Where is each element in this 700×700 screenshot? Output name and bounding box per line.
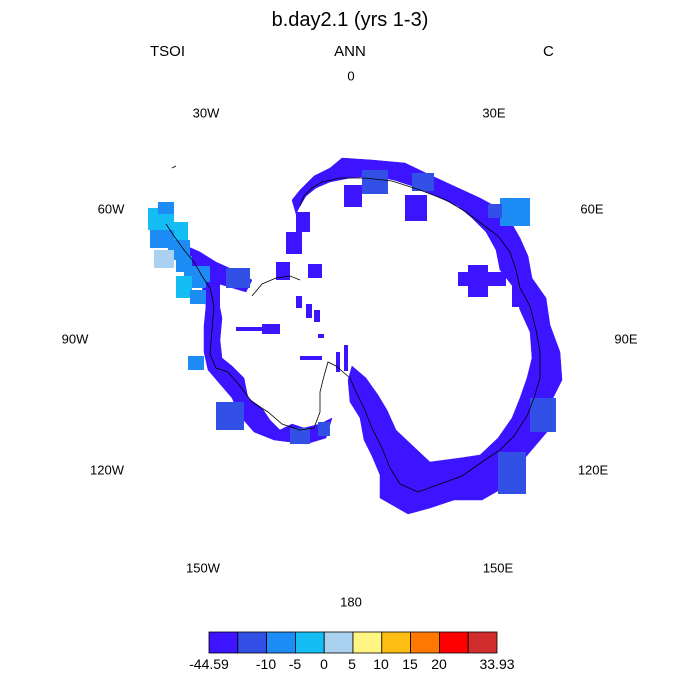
colorbar-label: 0 (320, 656, 328, 672)
longitude-label: 120W (90, 462, 124, 478)
colorbar-label: -10 (255, 656, 277, 672)
field-cell (530, 398, 556, 432)
colorbar-box (237, 631, 268, 654)
longitude-label: 60W (97, 201, 125, 217)
colorbar-box (352, 631, 383, 654)
field-cell (412, 173, 434, 191)
season-label: ANN (334, 43, 366, 60)
colorbar-label: -44.59 (189, 656, 229, 672)
longitude-label: 90W (61, 331, 89, 347)
colorbar-label: 20 (431, 656, 447, 672)
field-cell (488, 204, 502, 218)
plot-title: b.day2.1 (yrs 1-3) (271, 9, 429, 31)
field-cell (216, 402, 244, 430)
field-cell (405, 195, 427, 221)
colorbar-box (381, 631, 411, 654)
field-cell (206, 282, 220, 306)
colorbar-box (266, 631, 296, 654)
longitude-label: 60E (580, 201, 604, 217)
colorbar-box (208, 631, 239, 654)
field-cell (296, 212, 310, 232)
colorbar-boxes (208, 631, 498, 654)
field-cell (314, 310, 320, 322)
colorbar-label: 10 (373, 656, 389, 672)
longitude-label: 120E (577, 462, 609, 478)
longitude-label: 30W (192, 105, 220, 121)
colorbar-label: 5 (348, 656, 356, 672)
colorbar-box (410, 631, 440, 654)
field-cell (344, 185, 362, 207)
field-cell (308, 264, 322, 278)
field-cell (336, 352, 340, 372)
field-cell (318, 422, 330, 436)
longitude-label: 150E (482, 560, 514, 576)
field-cell (262, 324, 280, 334)
units-label: C (543, 43, 554, 60)
colorbar-box (438, 631, 469, 654)
field-cell (498, 452, 526, 494)
field-cell (190, 290, 208, 304)
field-cell (458, 272, 506, 286)
longitude-label: 90E (614, 331, 638, 347)
colorbar-label: 33.93 (479, 656, 515, 672)
field-cell (500, 198, 530, 226)
field-cell (296, 296, 302, 308)
colorbar-box (294, 631, 325, 654)
field-cell (158, 202, 174, 214)
field-cell (154, 250, 174, 268)
colorbar-box (323, 631, 354, 654)
field-cell (300, 356, 322, 360)
field-cell (318, 334, 324, 338)
soil-temperature-field (148, 157, 563, 515)
field-cell (172, 222, 188, 242)
colorbar-label: 15 (402, 656, 418, 672)
field-cell (306, 304, 312, 318)
longitude-label: 180 (340, 594, 362, 610)
coastline (165, 165, 541, 493)
field-cell (290, 428, 310, 444)
field-cell (362, 170, 388, 194)
longitude-label: 30E (482, 105, 506, 121)
field-cell (512, 285, 526, 307)
field-cell (236, 327, 266, 331)
longitude-label: 150W (186, 560, 220, 576)
colorbar-label: -5 (288, 656, 302, 672)
variable-label: TSOI (150, 43, 186, 60)
field-cell (344, 345, 348, 371)
field-cell (176, 276, 192, 298)
field-cell (188, 356, 204, 370)
colorbar-box (467, 631, 498, 654)
longitude-label: 0 (347, 68, 355, 84)
field-cell (276, 262, 290, 280)
field-cell (286, 232, 302, 254)
field-cell (226, 268, 250, 288)
